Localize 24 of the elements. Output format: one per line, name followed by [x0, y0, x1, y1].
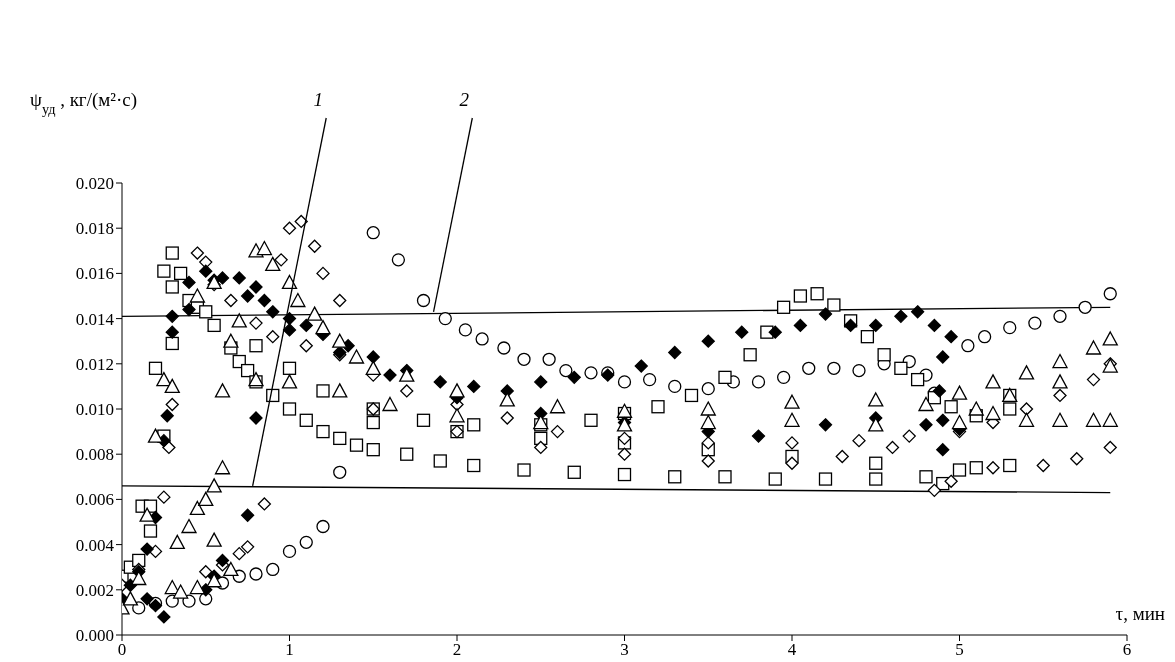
- annotation: 1: [313, 89, 323, 110]
- x-tick-label: 0: [117, 640, 127, 660]
- x-tick-label: 3: [620, 640, 629, 660]
- x-axis-title: τ, мин: [1115, 603, 1165, 624]
- y-tick-label: 0.020: [75, 174, 114, 194]
- annotation: 2: [459, 89, 470, 110]
- y-tick-label: 0.018: [75, 219, 114, 239]
- y-tick-label: 0.000: [75, 626, 114, 646]
- y-tick-label: 0.008: [75, 445, 114, 465]
- y-tick-label: 0.004: [75, 535, 115, 555]
- x-tick-label: 6: [1122, 640, 1132, 660]
- y-tick-label: 0.012: [75, 354, 114, 374]
- y-tick-label: 0.010: [75, 400, 114, 420]
- y-tick-label: 0.006: [75, 490, 114, 510]
- y-tick-label: 0.002: [75, 580, 114, 600]
- y-axis-title: ψ$_{уд}$ , кг/(м²·с): [30, 89, 138, 117]
- x-tick-label: 2: [452, 640, 462, 660]
- x-tick-label: 4: [787, 640, 797, 660]
- leader-label: 1: [252, 89, 327, 487]
- leader-label: 2: [432, 89, 473, 313]
- x-tick-label: 5: [955, 640, 964, 660]
- y-tick-label: 0.016: [75, 264, 114, 284]
- y-tick-label: 0.014: [75, 309, 115, 329]
- x-tick-label: 1: [285, 640, 294, 660]
